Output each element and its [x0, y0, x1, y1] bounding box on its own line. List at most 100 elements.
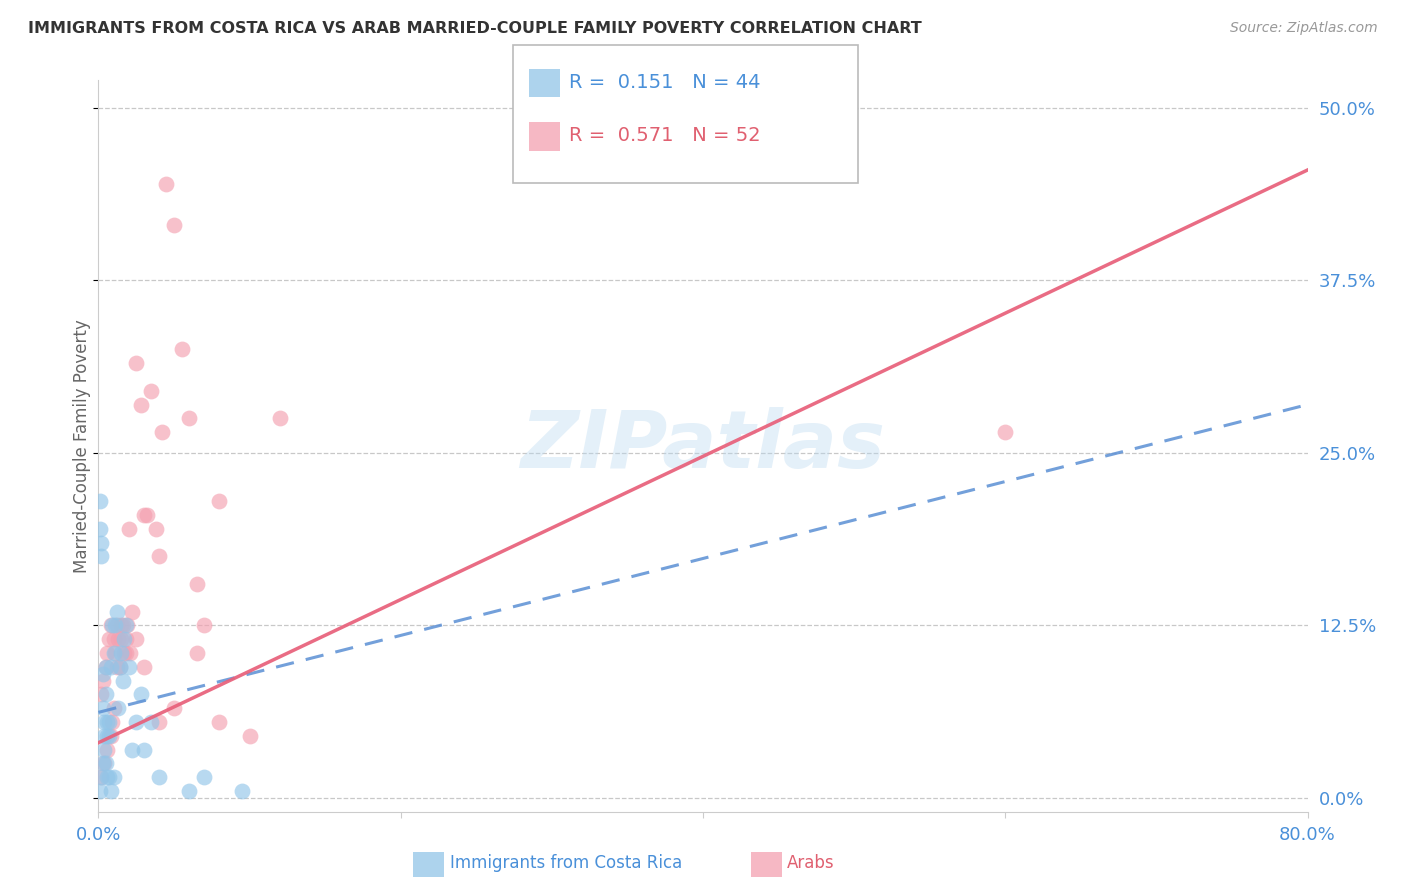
- Text: ZIPatlas: ZIPatlas: [520, 407, 886, 485]
- Point: [129, 687, 152, 701]
- Point: [231, 784, 253, 798]
- Point: [125, 356, 148, 370]
- Point: [145, 522, 167, 536]
- Point: [994, 425, 1017, 440]
- Point: [120, 646, 142, 660]
- Point: [90, 770, 112, 784]
- Text: Immigrants from Costa Rica: Immigrants from Costa Rica: [450, 855, 682, 872]
- Point: [94, 660, 117, 674]
- Point: [100, 729, 122, 743]
- Point: [105, 605, 128, 619]
- Point: [108, 660, 131, 674]
- Point: [98, 770, 121, 784]
- Point: [125, 632, 148, 647]
- Point: [114, 618, 136, 632]
- Point: [105, 618, 128, 632]
- Point: [111, 618, 134, 632]
- Point: [179, 411, 201, 425]
- Point: [141, 714, 163, 729]
- Point: [104, 646, 127, 660]
- Point: [107, 632, 129, 647]
- Point: [118, 522, 141, 536]
- Text: R =  0.151   N = 44: R = 0.151 N = 44: [569, 72, 761, 92]
- Point: [208, 494, 231, 508]
- Point: [91, 756, 114, 771]
- Point: [125, 714, 148, 729]
- Point: [98, 714, 121, 729]
- Point: [163, 218, 186, 232]
- Point: [103, 632, 125, 647]
- Point: [90, 535, 112, 549]
- Point: [90, 770, 112, 784]
- Text: Source: ZipAtlas.com: Source: ZipAtlas.com: [1230, 21, 1378, 35]
- Point: [141, 384, 163, 398]
- Point: [93, 756, 115, 771]
- Point: [98, 729, 121, 743]
- Point: [148, 714, 170, 729]
- Point: [148, 770, 170, 784]
- Point: [93, 714, 115, 729]
- Y-axis label: Married-Couple Family Poverty: Married-Couple Family Poverty: [73, 319, 91, 573]
- Point: [91, 701, 114, 715]
- Point: [94, 687, 117, 701]
- Point: [208, 714, 231, 729]
- Point: [193, 770, 215, 784]
- Point: [269, 411, 291, 425]
- Point: [112, 646, 135, 660]
- Point: [100, 618, 122, 632]
- Point: [121, 605, 143, 619]
- Point: [239, 729, 262, 743]
- Point: [129, 398, 152, 412]
- Point: [148, 549, 170, 564]
- Point: [111, 673, 134, 688]
- Point: [179, 784, 201, 798]
- Point: [150, 425, 173, 440]
- Text: Arabs: Arabs: [787, 855, 835, 872]
- Point: [110, 632, 132, 647]
- Point: [104, 618, 127, 632]
- Point: [93, 742, 115, 756]
- Point: [155, 177, 177, 191]
- Text: IMMIGRANTS FROM COSTA RICA VS ARAB MARRIED-COUPLE FAMILY POVERTY CORRELATION CHA: IMMIGRANTS FROM COSTA RICA VS ARAB MARRI…: [28, 21, 922, 36]
- Point: [103, 701, 125, 715]
- Point: [89, 522, 111, 536]
- Point: [101, 714, 124, 729]
- Point: [110, 618, 132, 632]
- Point: [93, 729, 115, 743]
- Point: [96, 729, 118, 743]
- Point: [100, 784, 122, 798]
- Point: [96, 714, 118, 729]
- Point: [89, 494, 111, 508]
- Point: [115, 618, 138, 632]
- Point: [100, 660, 122, 674]
- Point: [90, 549, 112, 564]
- Point: [96, 742, 118, 756]
- Point: [103, 770, 125, 784]
- Point: [105, 660, 128, 674]
- Point: [94, 660, 117, 674]
- Point: [186, 577, 208, 591]
- Point: [114, 632, 136, 647]
- Point: [91, 666, 114, 681]
- Point: [108, 660, 131, 674]
- Point: [101, 618, 124, 632]
- Point: [89, 784, 111, 798]
- Point: [96, 770, 118, 784]
- Point: [132, 660, 155, 674]
- Point: [132, 742, 155, 756]
- Point: [132, 508, 155, 522]
- Point: [103, 646, 125, 660]
- Point: [114, 646, 136, 660]
- Point: [90, 687, 112, 701]
- Point: [107, 701, 129, 715]
- Point: [110, 646, 132, 660]
- Point: [170, 343, 193, 357]
- Point: [96, 646, 118, 660]
- Point: [98, 632, 121, 647]
- Point: [163, 701, 186, 715]
- Point: [186, 646, 208, 660]
- Point: [118, 660, 141, 674]
- Point: [193, 618, 215, 632]
- Text: R =  0.571   N = 52: R = 0.571 N = 52: [569, 126, 761, 145]
- Point: [112, 632, 135, 647]
